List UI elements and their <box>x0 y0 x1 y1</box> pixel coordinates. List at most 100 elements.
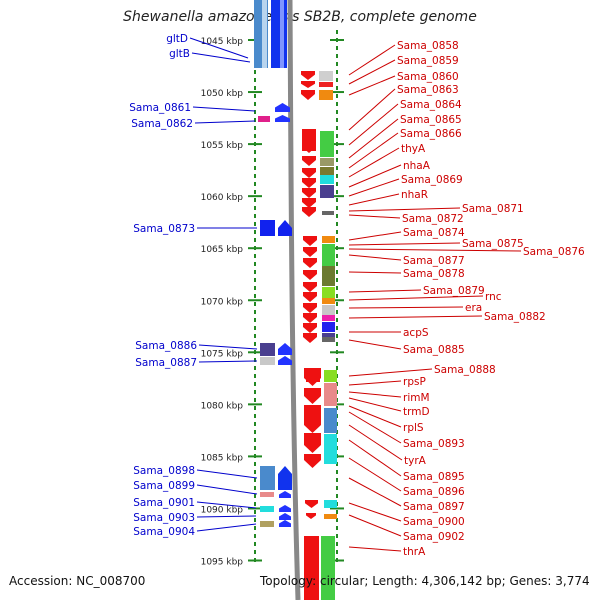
gene-block-Sama_0885[interactable] <box>322 337 335 342</box>
gene-label-rpsP[interactable]: rpsP <box>403 376 426 388</box>
gene-label-nhaR[interactable]: nhaR <box>401 189 428 201</box>
gene-label-Sama_0904[interactable]: Sama_0904 <box>133 526 195 538</box>
gene-label-Sama_0900[interactable]: Sama_0900 <box>403 516 465 528</box>
gene-block-gltB[interactable] <box>271 0 287 68</box>
gene-label-Sama_0887[interactable]: Sama_0887 <box>135 357 197 369</box>
gene-label-Sama_0864[interactable]: Sama_0864 <box>400 99 462 111</box>
gene-arrow[interactable] <box>303 323 317 333</box>
gene-block-rimM[interactable] <box>324 383 337 406</box>
gene-arrow-rpsP[interactable] <box>304 388 321 404</box>
gene-label-Sama_0882[interactable]: Sama_0882 <box>484 311 546 323</box>
gene-block-Sama_0887[interactable] <box>260 357 275 365</box>
gene-block-era[interactable] <box>322 305 335 315</box>
gene-label-acpS[interactable]: acpS <box>403 327 429 339</box>
gene-label-Sama_0899[interactable]: Sama_0899 <box>133 480 195 492</box>
gene-block[interactable] <box>322 333 335 337</box>
gene-label-Sama_0888[interactable]: Sama_0888 <box>434 364 496 376</box>
gene-label-Sama_0873[interactable]: Sama_0873 <box>133 223 195 235</box>
gene-block-Sama_0901[interactable] <box>260 506 274 512</box>
gene-arrow[interactable] <box>302 207 316 217</box>
gene-label-gltB[interactable]: gltB <box>169 48 190 60</box>
gene-label-Sama_0862[interactable]: Sama_0862 <box>131 118 193 130</box>
gene-label-Sama_0902[interactable]: Sama_0902 <box>403 531 465 543</box>
gene-label-rimM[interactable]: rimM <box>403 392 430 404</box>
gene-label-thrA[interactable]: thrA <box>403 546 426 558</box>
gene-arrow[interactable] <box>303 313 317 323</box>
gene-label-Sama_0863[interactable]: Sama_0863 <box>397 84 459 96</box>
gene-block-Sama_0886[interactable] <box>260 343 275 356</box>
gene-label-Sama_0901[interactable]: Sama_0901 <box>133 497 195 509</box>
gene-label-Sama_0903[interactable]: Sama_0903 <box>133 512 195 524</box>
gene-block-acpS[interactable] <box>322 322 335 332</box>
gene-arrow[interactable] <box>275 115 290 122</box>
gene-arrow[interactable] <box>302 198 316 208</box>
gene-block-tyrA[interactable] <box>324 434 337 464</box>
gene-block-Sama_0859[interactable] <box>319 82 333 87</box>
gene-arrow[interactable] <box>279 491 291 498</box>
gene-arrow-Sama_0873[interactable] <box>278 220 292 236</box>
gene-label-Sama_0876[interactable]: Sama_0876 <box>523 246 585 258</box>
gene-label-trmD[interactable]: trmD <box>403 406 430 418</box>
gene-block-Sama_0879[interactable] <box>322 287 335 298</box>
gene-block-rnc[interactable] <box>322 298 335 304</box>
gene-label-Sama_0859[interactable]: Sama_0859 <box>397 55 459 67</box>
gene-label-rplS[interactable]: rplS <box>403 422 424 434</box>
gene-block-Sama_0878[interactable] <box>322 266 335 286</box>
gene-block-thrA-2[interactable] <box>321 536 335 600</box>
gene-arrow[interactable] <box>303 333 317 343</box>
gene-label-gltD[interactable]: gltD <box>166 33 188 45</box>
gene-arrow[interactable] <box>303 258 317 268</box>
gene-arrow[interactable] <box>303 292 317 302</box>
gene-label-rnc[interactable]: rnc <box>485 291 502 303</box>
gene-arrow[interactable] <box>301 81 315 88</box>
gene-label-Sama_0865[interactable]: Sama_0865 <box>400 114 462 126</box>
gene-block[interactable] <box>302 131 316 151</box>
gene-label-Sama_0874[interactable]: Sama_0874 <box>403 227 465 239</box>
gene-arrow[interactable] <box>303 303 317 313</box>
gene-arrow-Sama_0903[interactable] <box>279 513 291 520</box>
gene-label-Sama_0860[interactable]: Sama_0860 <box>397 71 459 83</box>
gene-block-thrA[interactable] <box>304 536 319 600</box>
gene-arrow[interactable] <box>278 343 292 355</box>
gene-label-Sama_0886[interactable]: Sama_0886 <box>135 340 197 352</box>
gene-arrow[interactable] <box>279 505 291 512</box>
gene-arrow[interactable] <box>303 270 317 280</box>
gene-label-Sama_0869[interactable]: Sama_0869 <box>401 174 463 186</box>
gene-label-Sama_0885[interactable]: Sama_0885 <box>403 344 465 356</box>
gene-block-Sama_0898[interactable] <box>260 466 275 490</box>
gene-label-era[interactable]: era <box>465 302 482 314</box>
gene-block-rplS[interactable] <box>324 408 337 433</box>
gene-block-Sama_0869[interactable] <box>320 185 334 198</box>
gene-arrow[interactable] <box>302 168 316 178</box>
gene-label-Sama_0872[interactable]: Sama_0872 <box>402 213 464 225</box>
gene-block-Sama_0888[interactable] <box>324 370 337 382</box>
gene-block-Sama_0876[interactable] <box>322 244 335 266</box>
gene-block-Sama_0897[interactable] <box>324 500 337 508</box>
gene-arrow[interactable] <box>279 520 291 527</box>
gene-arrow[interactable] <box>303 282 317 292</box>
gene-block-Sama_0866[interactable] <box>320 158 334 166</box>
gene-label-Sama_0858[interactable]: Sama_0858 <box>397 40 459 52</box>
gene-arrow[interactable] <box>302 178 316 188</box>
gene-arrow[interactable] <box>304 454 321 468</box>
gene-block-Sama_0860[interactable] <box>319 90 333 100</box>
gene-label-tyrA[interactable]: tyrA <box>404 455 427 467</box>
gene-arrow-rimM[interactable] <box>304 405 321 433</box>
gene-block-Sama_0858[interactable] <box>319 71 333 81</box>
gene-label-Sama_0895[interactable]: Sama_0895 <box>403 471 465 483</box>
gene-label-Sama_0877[interactable]: Sama_0877 <box>403 255 465 267</box>
gene-arrow[interactable] <box>302 188 316 198</box>
gene-arrow[interactable] <box>301 71 315 80</box>
gene-arrow[interactable] <box>303 247 317 257</box>
gene-label-nhaA[interactable]: nhaA <box>403 160 431 172</box>
gene-arrow[interactable] <box>303 236 317 246</box>
gene-block-Sama_0882[interactable] <box>322 315 335 321</box>
gene-label-Sama_0861[interactable]: Sama_0861 <box>129 102 191 114</box>
gene-label-Sama_0875[interactable]: Sama_0875 <box>462 238 524 250</box>
gene-block-thyA[interactable] <box>320 167 334 175</box>
gene-arrow-rplS[interactable] <box>304 433 321 453</box>
gene-arrow-Sama_0862[interactable] <box>275 103 290 112</box>
gene-arrow-Sama_0896[interactable] <box>305 500 318 508</box>
gene-block-Sama_0904[interactable] <box>260 521 274 527</box>
gene-label-Sama_0878[interactable]: Sama_0878 <box>403 268 465 280</box>
